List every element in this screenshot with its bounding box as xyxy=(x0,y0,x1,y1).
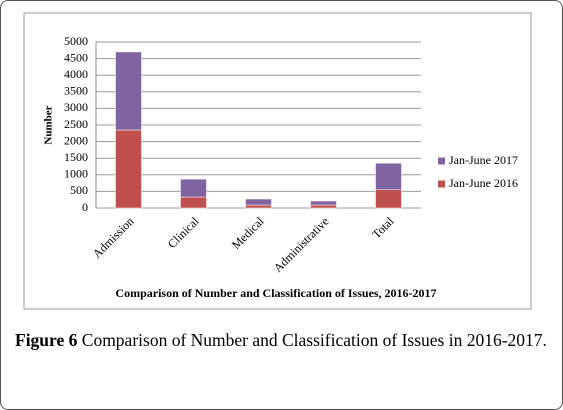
chart-frame xyxy=(23,12,532,310)
bar-segment xyxy=(310,204,337,209)
bar-segment xyxy=(245,198,272,206)
bar-segment xyxy=(375,189,402,209)
y-tick-label: 0 xyxy=(82,200,88,214)
bar-segment xyxy=(245,204,272,209)
caption-text: Comparison of Number and Classification … xyxy=(81,330,547,350)
bar-segment xyxy=(180,178,207,198)
legend-marker xyxy=(438,157,445,165)
y-axis-label: Number xyxy=(43,105,55,144)
caption-label: Figure 6 xyxy=(15,330,78,350)
bar-segment xyxy=(375,162,402,190)
y-tick-label: 500 xyxy=(70,183,88,197)
y-tick-label: 3000 xyxy=(64,100,88,114)
y-tick-label: 4500 xyxy=(64,50,88,64)
bar-segment xyxy=(115,129,142,209)
y-tick-label: 2000 xyxy=(64,133,88,147)
y-tick-label: 1000 xyxy=(64,167,88,181)
y-tick-label: 4000 xyxy=(64,67,88,81)
y-tick-label: 3500 xyxy=(64,84,88,98)
y-tick-label: 1500 xyxy=(64,150,88,164)
bar-segment xyxy=(310,200,337,206)
caption: Figure 6 Comparison of Number and Classi… xyxy=(15,329,548,352)
y-tick-label: 5000 xyxy=(64,34,88,48)
legend-label: Jan-June 2017 xyxy=(449,153,518,167)
chart-title: Comparison of Number and Classification … xyxy=(115,286,436,300)
bar-segment xyxy=(180,196,207,209)
legend-label: Jan-June 2016 xyxy=(449,176,518,190)
y-tick-label: 2500 xyxy=(64,117,88,131)
bar-segment xyxy=(115,51,142,131)
chart: Number Comparison of Number and Classifi… xyxy=(23,12,532,310)
legend-marker xyxy=(438,180,445,188)
